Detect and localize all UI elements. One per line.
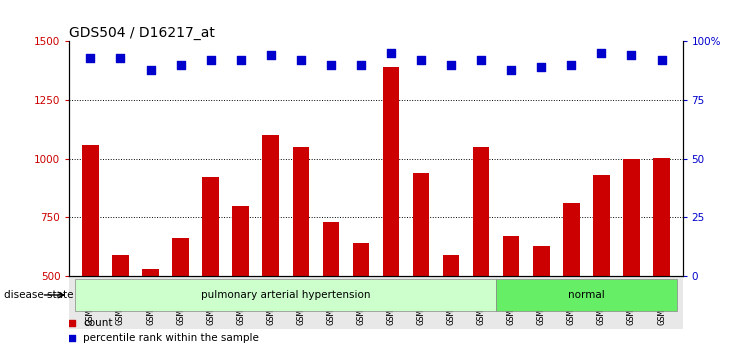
Point — [445, 62, 457, 68]
Text: percentile rank within the sample: percentile rank within the sample — [83, 333, 259, 343]
Bar — [533, 246, 550, 276]
Bar — [112, 255, 128, 276]
Point — [85, 55, 96, 61]
Bar — [293, 147, 309, 276]
Bar — [563, 203, 580, 276]
Bar — [263, 135, 279, 276]
Bar — [142, 269, 159, 276]
Point — [535, 65, 547, 70]
Bar — [503, 236, 520, 276]
Point — [66, 335, 78, 341]
Text: GDS504 / D16217_at: GDS504 / D16217_at — [69, 26, 215, 40]
Text: disease state: disease state — [4, 290, 73, 300]
Bar — [172, 238, 189, 276]
Point — [325, 62, 337, 68]
Bar — [383, 67, 399, 276]
Bar — [202, 177, 219, 276]
Bar — [473, 147, 489, 276]
Bar — [623, 159, 639, 276]
Text: pulmonary arterial hypertension: pulmonary arterial hypertension — [201, 290, 371, 300]
Text: count: count — [83, 318, 112, 328]
FancyBboxPatch shape — [75, 279, 496, 311]
Point — [145, 67, 156, 72]
Bar — [82, 145, 99, 276]
Point — [505, 67, 517, 72]
Point — [355, 62, 366, 68]
Bar — [593, 175, 610, 276]
Point — [295, 57, 307, 63]
Text: normal: normal — [568, 290, 604, 300]
Point — [66, 320, 78, 325]
Point — [626, 53, 637, 58]
Point — [475, 57, 487, 63]
Bar — [353, 243, 369, 276]
Point — [174, 62, 186, 68]
Bar — [232, 206, 249, 276]
Point — [566, 62, 577, 68]
Bar — [653, 158, 670, 276]
Bar — [412, 173, 429, 276]
Point — [235, 57, 247, 63]
FancyBboxPatch shape — [496, 279, 677, 311]
Point — [205, 57, 217, 63]
Point — [415, 57, 427, 63]
Point — [115, 55, 126, 61]
Point — [385, 50, 397, 56]
Point — [265, 53, 277, 58]
Point — [656, 57, 667, 63]
Point — [596, 50, 607, 56]
Bar — [323, 222, 339, 276]
Bar — [443, 255, 459, 276]
